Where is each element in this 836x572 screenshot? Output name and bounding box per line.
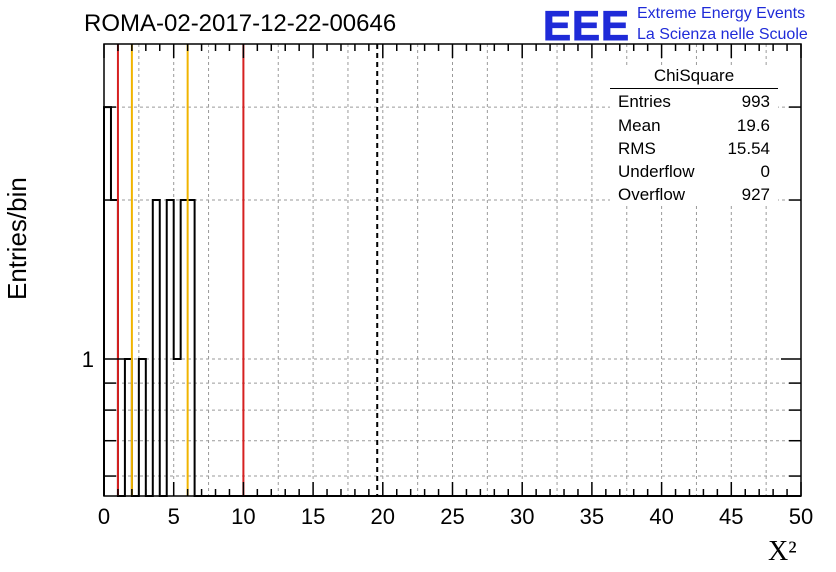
stats-row-underflow: Underflow 0 — [618, 162, 770, 186]
stats-key: Underflow — [618, 162, 695, 181]
y-tick-label: 1 — [82, 347, 94, 372]
x-tick-label: 50 — [789, 504, 813, 529]
x-tick-label: 20 — [371, 504, 395, 529]
logo-line-2: La Scienza nelle Scuole — [637, 26, 808, 43]
chart-title: ROMA-02-2017-12-22-00646 — [84, 10, 397, 37]
x-tick-label: 35 — [580, 504, 604, 529]
stats-value: 15.54 — [727, 139, 770, 158]
stats-value: 927 — [741, 185, 770, 204]
stats-row-entries: Entries 993 — [618, 92, 770, 116]
eee-logo: EEE Extreme Energy Events La Scienza nel… — [542, 2, 833, 50]
stats-key: RMS — [618, 139, 656, 158]
x-tick-label: 25 — [440, 504, 464, 529]
stats-key: Overflow — [618, 185, 686, 204]
x-tick-label: 15 — [301, 504, 325, 529]
logo-mark: EEE — [542, 2, 631, 50]
stats-row-rms: RMS 15.54 — [618, 139, 770, 163]
stats-title-underline — [610, 88, 778, 89]
x-tick-label: 5 — [168, 504, 180, 529]
stats-value: 19.6 — [736, 116, 770, 135]
stats-box: ChiSquare Entries 993 Mean 19.6 RMS 15.5… — [610, 66, 778, 206]
stats-value: 0 — [760, 162, 770, 181]
x-tick-label: 45 — [719, 504, 743, 529]
logo-line-1: Extreme Energy Events — [637, 5, 806, 22]
stats-title: ChiSquare — [653, 66, 735, 85]
stats-value: 993 — [741, 92, 770, 111]
x-tick-label: 10 — [231, 504, 255, 529]
x-tick-label: 0 — [98, 504, 110, 529]
x-axis-label: X² — [768, 536, 797, 567]
x-tick-label: 40 — [649, 504, 673, 529]
stats-row-overflow: Overflow 927 — [618, 185, 770, 209]
stats-key: Mean — [618, 116, 661, 135]
stats-key: Entries — [618, 92, 671, 111]
x-tick-label: 30 — [510, 504, 534, 529]
stats-row-mean: Mean 19.6 — [618, 116, 770, 140]
